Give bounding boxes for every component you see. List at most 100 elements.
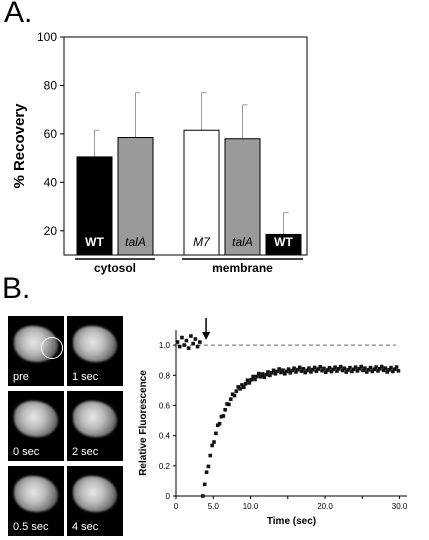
thumbnail-caption: 4 sec bbox=[72, 521, 99, 533]
y-axis-label: Relative Fluorescence bbox=[138, 370, 149, 476]
data-point bbox=[275, 369, 280, 374]
data-point bbox=[327, 365, 332, 370]
data-point bbox=[279, 370, 283, 375]
data-point bbox=[258, 374, 263, 379]
data-point bbox=[361, 368, 365, 373]
data-point bbox=[182, 343, 186, 347]
x-tick-label: 20.0 bbox=[317, 502, 333, 511]
data-point bbox=[351, 367, 356, 372]
data-point bbox=[363, 366, 367, 370]
data-point bbox=[212, 440, 216, 444]
data-point bbox=[350, 369, 354, 374]
cell-image bbox=[73, 476, 117, 512]
data-point bbox=[366, 368, 371, 372]
data-point bbox=[215, 423, 220, 428]
data-point bbox=[193, 337, 198, 341]
data-point bbox=[340, 368, 345, 373]
data-point bbox=[201, 494, 205, 498]
data-point bbox=[195, 344, 200, 349]
data-point bbox=[247, 381, 252, 385]
cell-image bbox=[73, 401, 117, 437]
thumbnail-1sec: 1 sec bbox=[67, 316, 123, 386]
thumbnail-pre: pre bbox=[8, 316, 64, 386]
data-point bbox=[230, 392, 235, 397]
y-tick-label: 40 bbox=[44, 175, 58, 189]
data-point bbox=[331, 367, 336, 372]
y-tick-label: 0.4 bbox=[159, 432, 171, 441]
data-point bbox=[392, 367, 397, 372]
bar bbox=[117, 137, 154, 256]
thumbnail-caption: 1 sec bbox=[72, 371, 99, 383]
thumbnail-2sec: 2 sec bbox=[67, 391, 123, 461]
x-tick-label: 0 bbox=[174, 502, 179, 511]
data-point bbox=[391, 369, 395, 374]
thumbnail-05sec: 0.5 sec bbox=[8, 466, 64, 536]
data-point bbox=[236, 385, 241, 389]
y-tick-label: 0 bbox=[166, 492, 171, 501]
y-tick-label: 100 bbox=[37, 30, 57, 44]
y-tick-label: 1.0 bbox=[159, 341, 171, 350]
data-point bbox=[312, 365, 317, 370]
data-point bbox=[225, 402, 229, 406]
data-point bbox=[264, 372, 268, 377]
data-point bbox=[314, 369, 319, 374]
data-point bbox=[337, 367, 341, 371]
data-point bbox=[292, 366, 296, 371]
data-point bbox=[214, 431, 218, 436]
data-point bbox=[208, 453, 213, 458]
data-point bbox=[273, 372, 278, 376]
data-point bbox=[186, 346, 191, 350]
x-tick-label: 5.0 bbox=[208, 502, 220, 511]
data-point bbox=[221, 414, 226, 418]
bar bbox=[265, 233, 302, 256]
data-point bbox=[379, 364, 384, 369]
data-point bbox=[180, 335, 184, 340]
data-point bbox=[243, 381, 248, 386]
data-point bbox=[348, 365, 352, 370]
data-point bbox=[223, 407, 227, 412]
y-tick-label: 60 bbox=[44, 127, 58, 141]
data-point bbox=[238, 387, 242, 391]
y-tick-label: 0.8 bbox=[159, 371, 171, 380]
data-point bbox=[359, 364, 363, 369]
data-point bbox=[381, 368, 386, 373]
data-point bbox=[210, 443, 214, 448]
data-point bbox=[177, 344, 182, 349]
y-tick-label: 0.2 bbox=[159, 462, 171, 471]
data-point bbox=[234, 389, 239, 393]
data-point bbox=[269, 371, 274, 375]
data-point bbox=[249, 377, 254, 382]
data-point bbox=[322, 366, 326, 371]
thumbnail-caption: 0 sec bbox=[13, 446, 40, 458]
data-point bbox=[294, 370, 298, 374]
data-point bbox=[262, 375, 267, 380]
data-point bbox=[376, 369, 380, 373]
data-point bbox=[253, 377, 257, 382]
data-point bbox=[198, 340, 202, 344]
data-point bbox=[309, 370, 313, 374]
x-tick-label: 10.0 bbox=[243, 502, 259, 511]
data-point bbox=[385, 370, 390, 374]
data-point bbox=[256, 371, 261, 376]
bar-label: WT bbox=[274, 235, 293, 249]
data-point bbox=[357, 366, 362, 371]
bar-label: WT bbox=[85, 235, 104, 249]
data-point bbox=[353, 365, 358, 369]
data-point bbox=[242, 385, 246, 390]
thumbnail-caption: 2 sec bbox=[72, 446, 99, 458]
data-point bbox=[232, 393, 237, 398]
data-point bbox=[217, 421, 222, 426]
data-point bbox=[344, 370, 349, 374]
x-axis-label: Time (sec) bbox=[267, 516, 316, 527]
data-point bbox=[335, 369, 339, 373]
data-point bbox=[346, 368, 350, 372]
data-point bbox=[189, 334, 193, 338]
data-point bbox=[374, 365, 378, 369]
y-axis-label: % Recovery bbox=[11, 103, 28, 189]
thumbnail-4sec: 4 sec bbox=[67, 466, 123, 536]
bar bbox=[224, 138, 261, 256]
data-point bbox=[307, 366, 311, 370]
data-point bbox=[383, 366, 388, 370]
data-point bbox=[318, 365, 322, 369]
